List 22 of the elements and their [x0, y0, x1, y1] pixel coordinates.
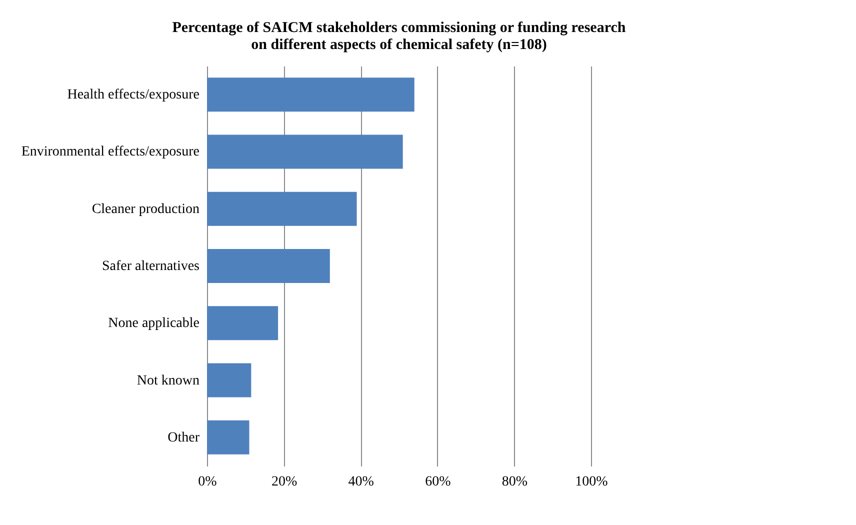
y-tick-label: Other [168, 430, 200, 446]
x-tick-label: 20% [271, 474, 298, 490]
text: on different aspects of chemical safety (n=108) [251, 37, 547, 53]
y-tick-label: None applicable [108, 316, 200, 332]
bar [207, 249, 330, 283]
bar [207, 363, 252, 398]
bar [207, 192, 357, 226]
y-tick-label: Environmental effects/exposure [21, 144, 200, 160]
y-tick-label: Not known [136, 373, 200, 388]
bar [207, 306, 278, 340]
bar [207, 78, 414, 112]
x-tick-label: 80% [502, 474, 528, 490]
bar [207, 420, 250, 454]
y-tick-label: Cleaner production [92, 202, 200, 217]
y-tick-label: Safer alternatives [102, 259, 200, 274]
y-tick-label: Health effects/exposure [67, 88, 200, 103]
text: Percentage of SAICM stakeholders commissioning or funding research [172, 20, 626, 36]
x-tick-label: 40% [348, 474, 374, 490]
bar [207, 134, 403, 169]
x-tick-label: 60% [425, 474, 452, 490]
x-tick-label: 0% [198, 474, 218, 490]
x-tick-label: 100% [575, 474, 608, 490]
